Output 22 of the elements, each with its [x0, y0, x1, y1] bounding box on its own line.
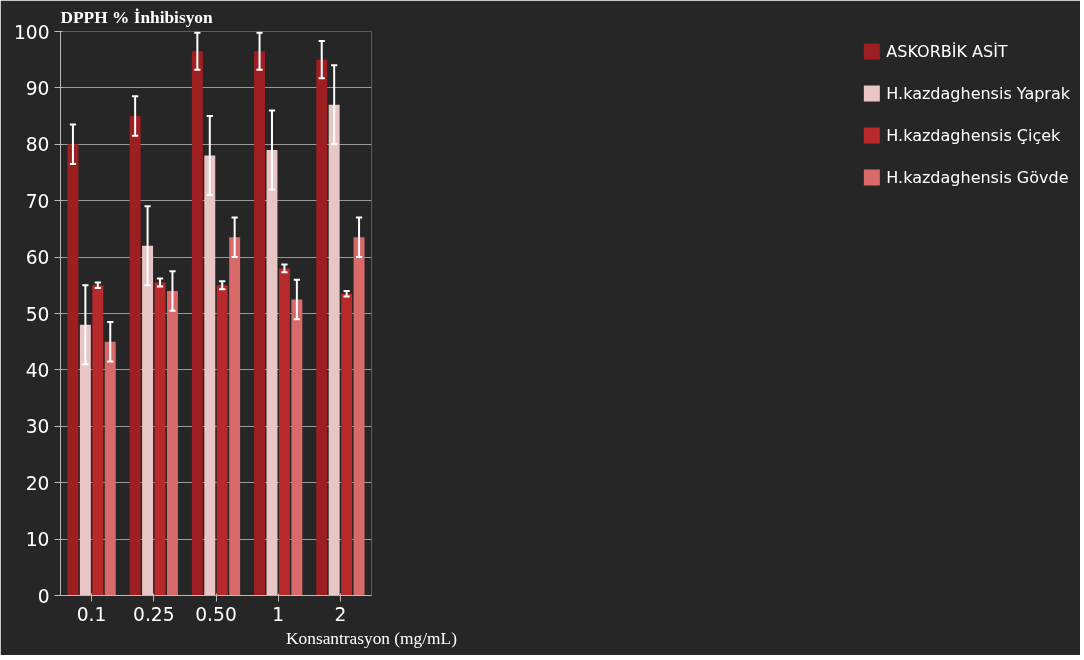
y-tick-label: 90: [25, 77, 50, 99]
x-tick-label: 0.25: [133, 603, 175, 625]
legend-label: ASKORBİK ASİT: [886, 41, 1008, 61]
y-tick-label: 100: [13, 21, 50, 43]
y-tick-label: 20: [25, 472, 50, 494]
x-tick-label: 0.50: [195, 603, 237, 625]
y-tick-label: 0: [37, 585, 50, 607]
legend-label: H.kazdaghensis Çiçek: [886, 125, 1061, 145]
legend-label: H.kazdaghensis Yaprak: [886, 83, 1070, 103]
y-tick-label: 30: [25, 416, 50, 438]
x-axis-title: Konsantrasyon (mg/mL): [286, 628, 458, 648]
y-tick-label: 10: [25, 529, 50, 551]
x-tick-label: 2: [334, 603, 347, 625]
y-axis-title: DPPH % İnhibisyon: [60, 7, 214, 27]
y-tick-label: 60: [25, 247, 50, 269]
legend-label: H.kazdaghensis Gövde: [886, 167, 1069, 187]
y-tick-label: 50: [25, 303, 50, 325]
y-tick-label: 80: [25, 134, 50, 156]
y-tick-label: 70: [25, 190, 50, 212]
y-tick-label: 40: [25, 359, 50, 381]
x-tick-label: 0.1: [76, 603, 107, 625]
x-tick-label: 1: [272, 603, 285, 625]
